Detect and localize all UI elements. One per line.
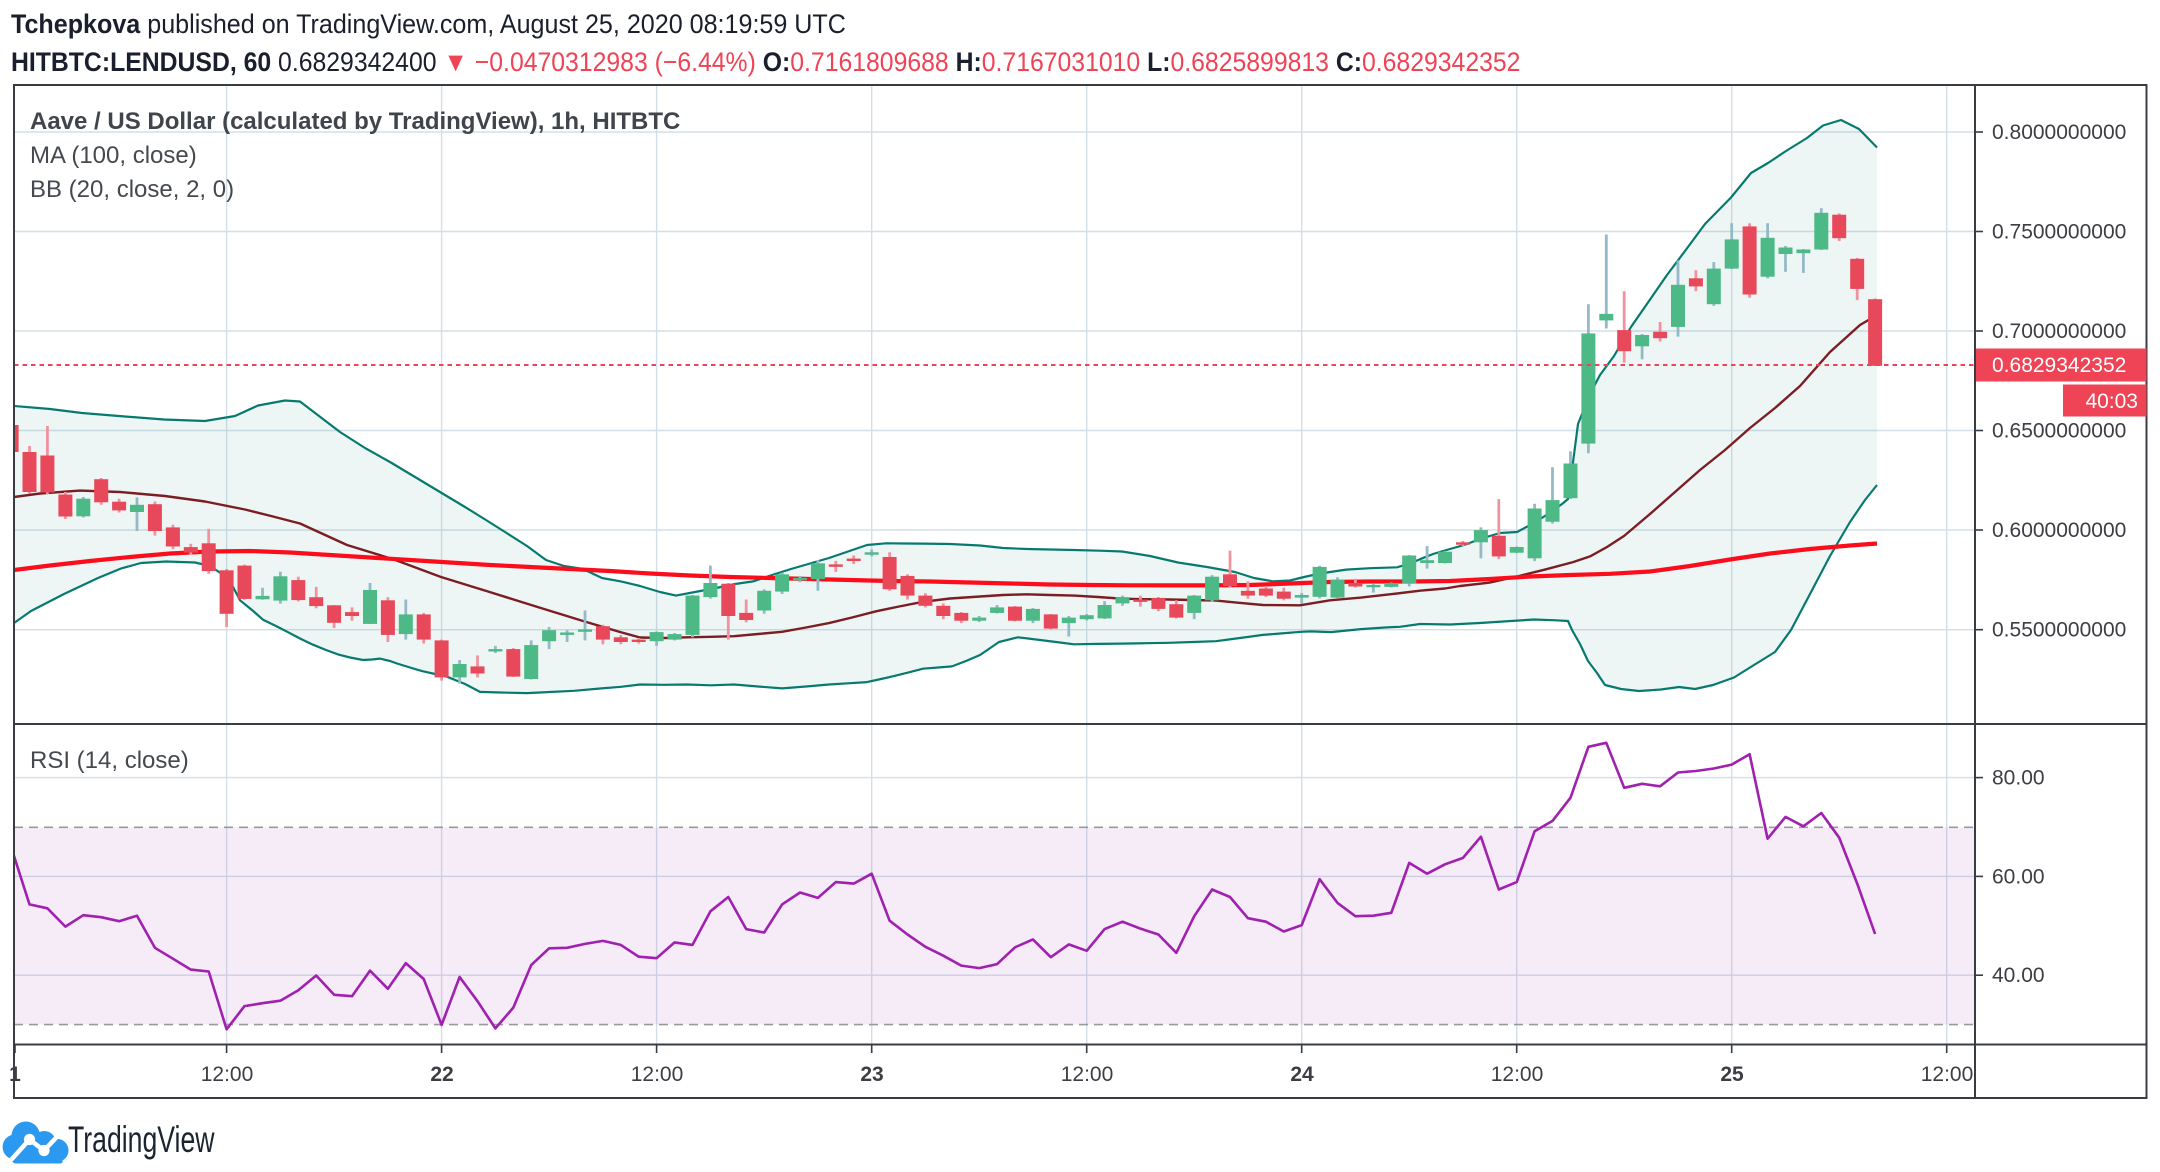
svg-text:0.6829342352: 0.6829342352 xyxy=(1992,354,2126,377)
svg-text:TradingView: TradingView xyxy=(68,1119,215,1160)
svg-text:Aave / US Dollar (calculated b: Aave / US Dollar (calculated by TradingV… xyxy=(30,108,680,135)
svg-text:60.00: 60.00 xyxy=(1992,865,2045,888)
svg-text:HITBTC:LENDUSD, 60 0.682934240: HITBTC:LENDUSD, 60 0.6829342400 ▼ −0.047… xyxy=(11,48,1520,77)
svg-text:80.00: 80.00 xyxy=(1992,767,2045,790)
svg-text:0.6000000000: 0.6000000000 xyxy=(1992,519,2126,542)
svg-text:12:00: 12:00 xyxy=(1491,1063,1544,1086)
svg-text:BB (20, close, 2, 0): BB (20, close, 2, 0) xyxy=(30,176,234,203)
svg-text:12:00: 12:00 xyxy=(631,1063,684,1086)
svg-text:RSI (14, close): RSI (14, close) xyxy=(30,747,189,774)
svg-text:1: 1 xyxy=(9,1063,21,1086)
svg-text:0.8000000000: 0.8000000000 xyxy=(1992,121,2126,144)
svg-text:0.7500000000: 0.7500000000 xyxy=(1992,221,2126,244)
svg-text:25: 25 xyxy=(1720,1063,1744,1086)
svg-text:24: 24 xyxy=(1290,1063,1314,1086)
svg-text:0.6500000000: 0.6500000000 xyxy=(1992,420,2126,443)
svg-text:12:00: 12:00 xyxy=(201,1063,254,1086)
svg-text:40.00: 40.00 xyxy=(1992,964,2045,987)
svg-text:MA (100, close): MA (100, close) xyxy=(30,142,197,169)
svg-text:0.5500000000: 0.5500000000 xyxy=(1992,619,2126,642)
svg-text:0.7000000000: 0.7000000000 xyxy=(1992,320,2126,343)
svg-text:23: 23 xyxy=(860,1063,883,1086)
svg-text:Tchepkova published on Trading: Tchepkova published on TradingView.com, … xyxy=(11,8,846,39)
svg-text:12:00: 12:00 xyxy=(1061,1063,1114,1086)
svg-text:22: 22 xyxy=(430,1063,453,1086)
svg-text:12:00: 12:00 xyxy=(1921,1063,1974,1086)
svg-text:40:03: 40:03 xyxy=(2085,390,2138,413)
